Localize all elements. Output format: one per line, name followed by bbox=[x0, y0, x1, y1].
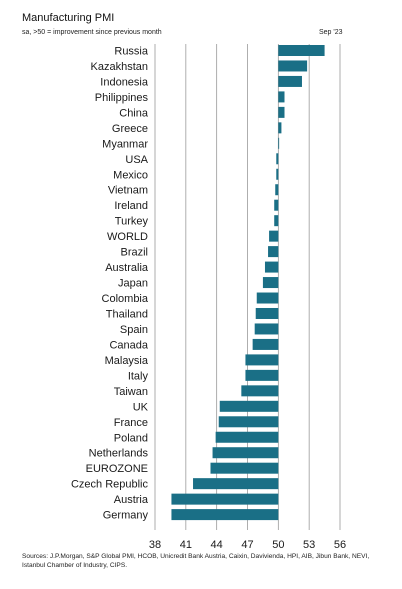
category-label: Brazil bbox=[120, 247, 148, 259]
category-label: Czech Republic bbox=[71, 479, 149, 491]
category-label: Netherlands bbox=[89, 448, 149, 460]
category-label: Canada bbox=[109, 339, 148, 351]
category-label: Spain bbox=[120, 324, 148, 336]
bar bbox=[264, 261, 279, 273]
bar bbox=[241, 385, 279, 397]
x-tick-label: 44 bbox=[211, 539, 223, 551]
bar bbox=[276, 153, 279, 165]
x-tick-label: 53 bbox=[303, 539, 315, 551]
bar bbox=[210, 462, 279, 474]
category-label: UK bbox=[133, 401, 149, 413]
bar bbox=[171, 493, 279, 505]
bar bbox=[278, 91, 285, 103]
chart-title: Manufacturing PMI bbox=[22, 12, 115, 24]
bar bbox=[268, 246, 279, 258]
category-label: Ireland bbox=[114, 200, 148, 212]
bar bbox=[278, 45, 325, 56]
bar bbox=[256, 292, 279, 304]
bar bbox=[276, 168, 279, 180]
bar bbox=[274, 215, 279, 227]
bar bbox=[269, 230, 279, 242]
category-label: Turkey bbox=[115, 216, 149, 228]
bar bbox=[252, 338, 279, 350]
category-label: EUROZONE bbox=[86, 463, 148, 475]
category-label: Malaysia bbox=[105, 355, 149, 367]
chart-subtitle: sa, >50 = improvement since previous mon… bbox=[22, 29, 162, 36]
bar bbox=[171, 509, 279, 521]
x-tick-label: 41 bbox=[180, 539, 192, 551]
category-label: Philippines bbox=[95, 92, 149, 104]
category-label: France bbox=[114, 417, 148, 429]
x-tick-label: 47 bbox=[241, 539, 253, 551]
category-label: China bbox=[119, 107, 149, 119]
category-label: Vietnam bbox=[108, 185, 148, 197]
x-tick-label: 56 bbox=[334, 539, 346, 551]
bar bbox=[219, 400, 279, 412]
category-label: Germany bbox=[103, 510, 149, 522]
bar bbox=[275, 184, 279, 196]
category-label: Kazakhstan bbox=[91, 61, 148, 73]
category-label: Thailand bbox=[106, 308, 148, 320]
category-label: WORLD bbox=[107, 231, 148, 243]
source-note: Sources: J.P.Morgan, S&P Global PMI, HCO… bbox=[22, 553, 370, 569]
category-label: Myanmar bbox=[102, 138, 148, 150]
bar bbox=[255, 307, 279, 319]
category-label: Japan bbox=[118, 278, 148, 290]
category-label: Indonesia bbox=[100, 76, 149, 88]
category-label: Taiwan bbox=[114, 386, 148, 398]
bar bbox=[212, 447, 279, 459]
category-label: Austria bbox=[114, 494, 149, 506]
bar bbox=[254, 323, 279, 335]
bar bbox=[278, 122, 282, 134]
bar bbox=[278, 106, 285, 118]
category-label: Russia bbox=[114, 46, 149, 58]
category-label: USA bbox=[125, 154, 148, 166]
bar bbox=[193, 478, 279, 490]
category-label: Poland bbox=[114, 432, 148, 444]
chart-date-label: Sep '23 bbox=[319, 29, 343, 36]
bar bbox=[278, 75, 302, 87]
bar bbox=[274, 199, 279, 211]
category-label: Colombia bbox=[102, 293, 149, 305]
category-label: Australia bbox=[105, 262, 149, 274]
x-tick-label: 38 bbox=[149, 539, 161, 551]
bar bbox=[245, 354, 279, 366]
bar bbox=[278, 137, 280, 149]
x-tick-label: 50 bbox=[272, 539, 284, 551]
bar bbox=[215, 431, 279, 443]
bar bbox=[278, 60, 308, 72]
bar bbox=[218, 416, 279, 428]
bar bbox=[245, 369, 279, 381]
category-label: Mexico bbox=[113, 169, 148, 181]
bar bbox=[262, 277, 279, 289]
category-label: Greece bbox=[112, 123, 148, 135]
category-label: Italy bbox=[128, 370, 149, 382]
